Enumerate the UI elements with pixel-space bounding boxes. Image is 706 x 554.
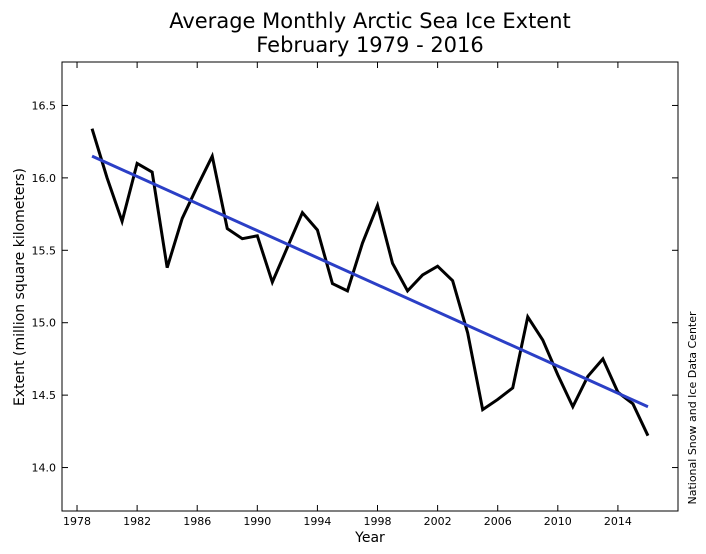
x-tick-label: 1986 [183, 515, 211, 528]
source-credit: National Snow and Ice Data Center [686, 311, 699, 505]
y-tick-label: 16.0 [32, 172, 57, 185]
x-axis-ticks: 1978 1982 1986 1990 1994 1998 2002 2006 2010 2014 [63, 62, 632, 528]
y-axis-label: Extent (million square kilometers) [12, 168, 28, 406]
y-tick-label: 15.5 [32, 244, 57, 257]
y-axis-ticks: 14.0 14.5 15.0 15.5 16.0 16.5 [32, 99, 678, 475]
y-tick-label: 15.0 [32, 317, 57, 330]
x-axis-label: Year [354, 530, 385, 546]
x-tick-label: 2002 [424, 515, 452, 528]
x-tick-label: 2010 [544, 515, 572, 528]
x-tick-label: 1994 [303, 515, 331, 528]
y-tick-label: 14.5 [32, 389, 57, 402]
plot-area-frame [61, 61, 679, 512]
chart-title: Average Monthly Arctic Sea Ice Extent [169, 9, 571, 33]
y-tick-label: 16.5 [32, 99, 57, 112]
trend-line [91, 154, 649, 409]
x-tick-label: 1982 [123, 515, 151, 528]
x-tick-label: 1978 [63, 515, 91, 528]
x-tick-label: 2014 [604, 515, 632, 528]
series-layer [90, 128, 650, 437]
extent-series-line [90, 128, 650, 437]
x-tick-label: 1998 [364, 515, 392, 528]
chart-subtitle: February 1979 - 2016 [256, 33, 484, 57]
x-tick-label: 1990 [243, 515, 271, 528]
y-tick-label: 14.0 [32, 462, 57, 475]
x-tick-label: 2006 [484, 515, 512, 528]
